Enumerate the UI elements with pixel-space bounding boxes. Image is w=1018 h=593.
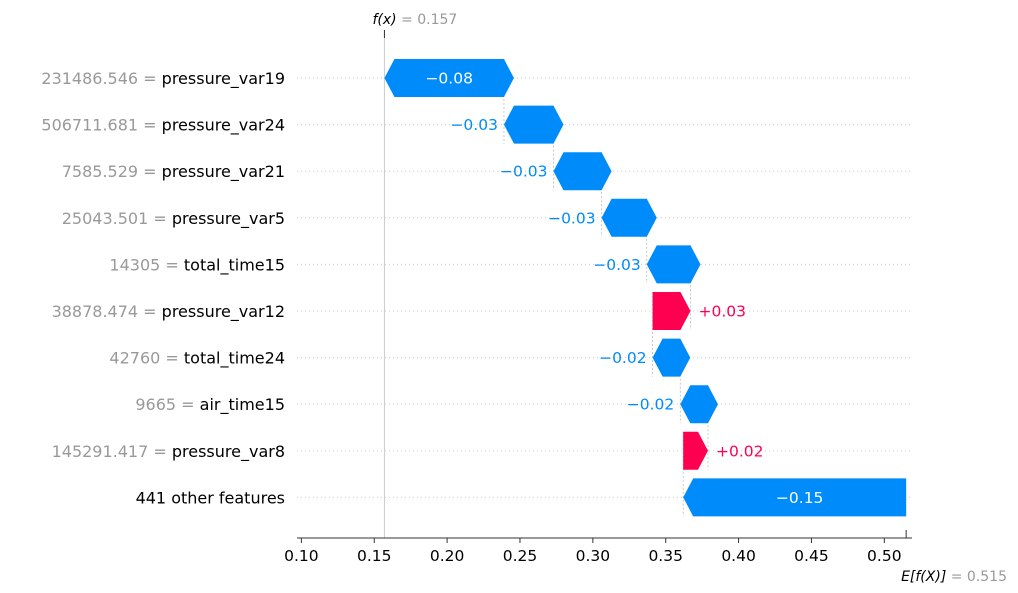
bar-pressure_var5 xyxy=(601,198,657,237)
x-tick-label: 0.50 xyxy=(867,547,902,565)
feature-name: total_time24 xyxy=(184,349,285,369)
feature-label: 7585.529 = pressure_var21 xyxy=(62,162,285,182)
feature-value: 7585.529 = xyxy=(62,162,162,181)
fx-label: f(x) = 0.157 xyxy=(372,12,457,28)
bar-pressure_var21 xyxy=(553,152,612,191)
feature-label: 38878.474 = pressure_var12 xyxy=(52,302,285,322)
bar-value-label: −0.08 xyxy=(425,70,473,88)
x-tick-label: 0.35 xyxy=(648,547,683,565)
feature-label: 231486.546 = pressure_var19 xyxy=(41,69,285,89)
feature-value: 145291.417 = xyxy=(52,442,172,461)
x-tick-label: 0.20 xyxy=(430,547,465,565)
x-tick-label: 0.15 xyxy=(357,547,392,565)
bar-total_time15 xyxy=(646,245,701,284)
x-axis: 0.10 0.15 0.20 0.25 0.30 0.35 0.40 0.45 0.50 E[f(… xyxy=(284,530,1007,585)
x-tick-label: 0.30 xyxy=(576,547,611,565)
feature-label: 25043.501 = pressure_var5 xyxy=(62,209,285,229)
fx-name: f(x) xyxy=(372,12,396,28)
feature-value: 38878.474 = xyxy=(52,302,162,321)
feature-label: 145291.417 = pressure_var8 xyxy=(52,442,285,462)
reference-lines xyxy=(383,30,709,538)
bar-total_time24 xyxy=(652,338,691,377)
feature-label: 506711.681 = pressure_var24 xyxy=(41,116,285,136)
feature-value: 25043.501 = xyxy=(62,209,172,228)
feature-label: 42760 = total_time24 xyxy=(109,349,285,369)
gridlines xyxy=(297,77,912,498)
feature-name: air_time15 xyxy=(200,395,285,415)
bar-pressure_var12 xyxy=(652,292,691,330)
bar-pressure_var8 xyxy=(683,431,708,470)
feature-name: pressure_var8 xyxy=(172,442,285,462)
feature-value: 506711.681 = xyxy=(41,116,161,135)
feature-name: pressure_var19 xyxy=(162,69,285,89)
base-name: E[f(X)] xyxy=(901,569,946,585)
bar-value-label: −0.02 xyxy=(627,396,675,414)
feature-label: 441 other features xyxy=(136,488,285,507)
bar-pressure_var24 xyxy=(503,105,564,144)
feature-value: 42760 = xyxy=(109,349,183,368)
feature-name: pressure_var21 xyxy=(162,162,285,182)
bar-air_time15 xyxy=(680,385,718,424)
labels: −0.08 231486.546 = pressure_var19 −0.03 506… xyxy=(41,12,823,507)
bar-value-label: −0.03 xyxy=(593,256,641,274)
x-tick-label: 0.45 xyxy=(794,547,829,565)
bar-441-other-features xyxy=(683,478,907,517)
bar-value-label: +0.03 xyxy=(698,303,746,321)
x-tick-label: 0.40 xyxy=(721,547,756,565)
bar-value-label: −0.03 xyxy=(548,209,596,227)
feature-name: pressure_var12 xyxy=(162,302,285,322)
feature-name: pressure_var5 xyxy=(172,209,285,229)
bar-value-label: −0.15 xyxy=(776,489,824,507)
base-value-label: E[f(X)] = 0.515 xyxy=(901,569,1007,585)
feature-value: 231486.546 = xyxy=(41,69,161,88)
base-value: = 0.515 xyxy=(946,569,1007,585)
bars xyxy=(384,59,907,517)
bar-value-label: −0.02 xyxy=(599,349,647,367)
bar-value-label: −0.03 xyxy=(450,116,498,134)
feature-label: 14305 = total_time15 xyxy=(109,255,285,275)
feature-name: pressure_var24 xyxy=(162,116,285,136)
feature-value: 9665 = xyxy=(135,395,199,414)
feature-value: 14305 = xyxy=(109,255,183,274)
fx-value: = 0.157 xyxy=(397,12,458,28)
bar-value-label: +0.02 xyxy=(716,442,764,460)
bar-pressure_var19 xyxy=(384,59,514,97)
feature-name: total_time15 xyxy=(184,255,285,275)
bar-value-label: −0.03 xyxy=(500,163,548,181)
feature-label: 9665 = air_time15 xyxy=(135,395,285,415)
x-tick-label: 0.25 xyxy=(503,547,538,565)
feature-name: 441 other features xyxy=(136,488,285,507)
x-tick-label: 0.10 xyxy=(284,547,319,565)
